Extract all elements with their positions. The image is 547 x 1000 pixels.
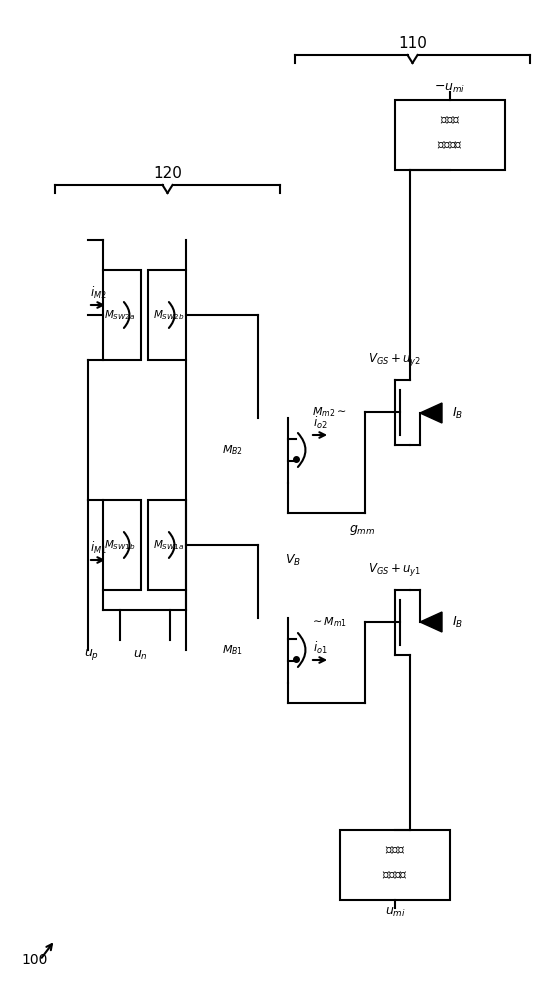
Text: $M_{B1}$: $M_{B1}$ (222, 643, 243, 657)
Text: $-u_{mi}$: $-u_{mi}$ (434, 81, 465, 95)
Text: $i_{o1}$: $i_{o1}$ (312, 640, 328, 656)
Bar (148, 500, 186, 590)
Polygon shape (420, 612, 442, 632)
Text: $i_{M2}$: $i_{M2}$ (90, 285, 107, 301)
Polygon shape (420, 403, 442, 423)
Text: $\text{驱动电路}$: $\text{驱动电路}$ (437, 138, 463, 151)
Text: $V_{GS}+u_{y1}$: $V_{GS}+u_{y1}$ (368, 562, 422, 578)
Text: 120: 120 (153, 165, 182, 180)
Text: $M_{SW2a}$: $M_{SW2a}$ (104, 308, 136, 322)
Bar (148, 270, 186, 360)
Text: $g_{mm}$: $g_{mm}$ (349, 523, 375, 537)
Text: ${\sim}M_{m1}$: ${\sim}M_{m1}$ (310, 615, 347, 629)
Bar (340, 830, 450, 900)
Text: $V_B$: $V_B$ (285, 552, 301, 568)
Text: $M_{B2}$: $M_{B2}$ (222, 443, 243, 457)
Text: $I_B$: $I_B$ (452, 405, 463, 421)
Text: $M_{m2}{\sim}$: $M_{m2}{\sim}$ (312, 405, 347, 419)
Bar (103, 270, 141, 360)
Text: 100: 100 (22, 953, 48, 967)
Text: $\text{混频器}$: $\text{混频器}$ (440, 113, 460, 126)
Text: $\text{驱动电路}$: $\text{驱动电路}$ (382, 868, 408, 882)
Text: $I_B$: $I_B$ (452, 614, 463, 630)
Text: $M_{SW1b}$: $M_{SW1b}$ (104, 538, 136, 552)
Text: $V_{GS}+u_{y2}$: $V_{GS}+u_{y2}$ (369, 352, 422, 368)
Text: $M_{SW2b}$: $M_{SW2b}$ (153, 308, 185, 322)
Text: $u_p$: $u_p$ (84, 648, 100, 662)
Text: $M_{SW1a}$: $M_{SW1a}$ (153, 538, 185, 552)
Bar (395, 100, 505, 170)
Bar (103, 500, 141, 590)
Text: $u_n$: $u_n$ (132, 648, 148, 662)
Text: $\text{混频器}$: $\text{混频器}$ (385, 844, 405, 856)
Text: $i_{o2}$: $i_{o2}$ (313, 415, 327, 431)
Text: $u_{mi}$: $u_{mi}$ (385, 905, 405, 919)
Text: 110: 110 (398, 35, 427, 50)
Text: $i_{M1}$: $i_{M1}$ (90, 540, 107, 556)
